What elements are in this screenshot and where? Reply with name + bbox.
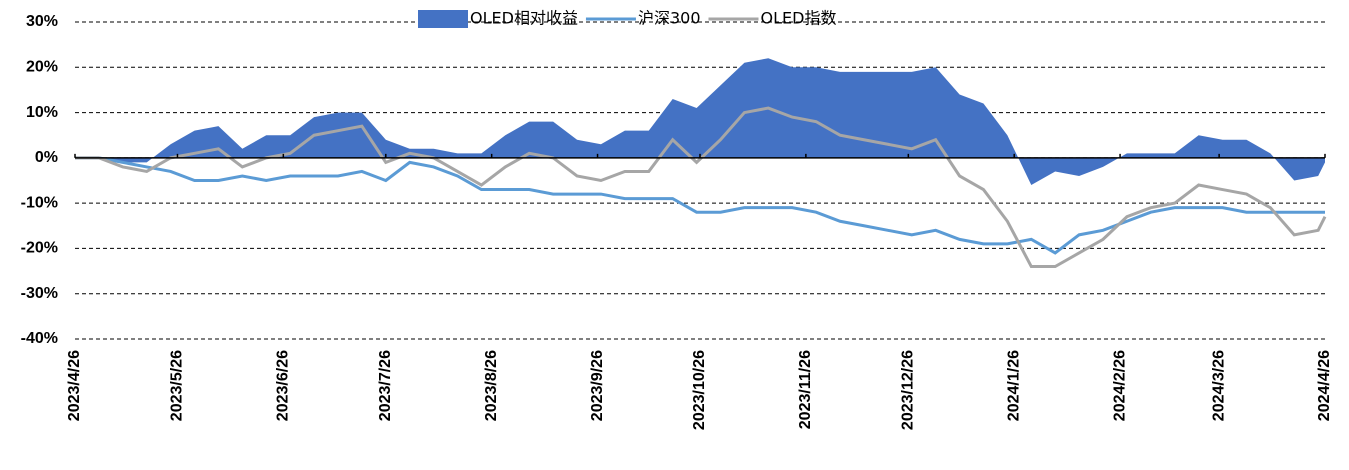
x-tick-label: 2023/4/26 [66, 350, 83, 421]
area [75, 58, 1325, 186]
y-tick-label: 30% [26, 13, 58, 30]
legend-label: OLED指数 [761, 9, 837, 28]
line [75, 106, 1327, 269]
x-tick-label: 2023/8/26 [483, 350, 500, 421]
line [75, 156, 1325, 255]
legend-label: OLED相对收益 [470, 9, 578, 28]
x-tick-label: 2024/2/26 [1111, 350, 1128, 421]
x-tick-label: 2023/11/26 [797, 350, 814, 429]
legend-label: 沪深300 [638, 9, 701, 28]
x-tick-label: 2023/12/26 [900, 350, 917, 430]
x-tick-label: 2023/10/26 [691, 350, 708, 430]
x-tick-label: 2024/4/26 [1316, 350, 1333, 421]
y-tick-label: -40% [21, 330, 58, 347]
y-tick-label: -20% [21, 240, 58, 257]
y-tick-label: 0% [35, 149, 58, 166]
y-tick-label: 10% [26, 104, 58, 121]
x-tick-label: 2024/3/26 [1210, 350, 1227, 421]
x-tick-label: 2023/6/26 [275, 350, 292, 421]
y-tick-label: -10% [21, 194, 58, 211]
y-tick-label: 20% [26, 59, 58, 76]
y-tick-label: -30% [21, 285, 58, 302]
x-tick-label: 2023/9/26 [589, 350, 606, 421]
x-tick-label: 2023/5/26 [169, 350, 186, 421]
x-tick-label: 2024/1/26 [1005, 350, 1022, 421]
legend-swatch [418, 10, 468, 28]
x-tick-label: 2023/7/26 [377, 350, 394, 421]
